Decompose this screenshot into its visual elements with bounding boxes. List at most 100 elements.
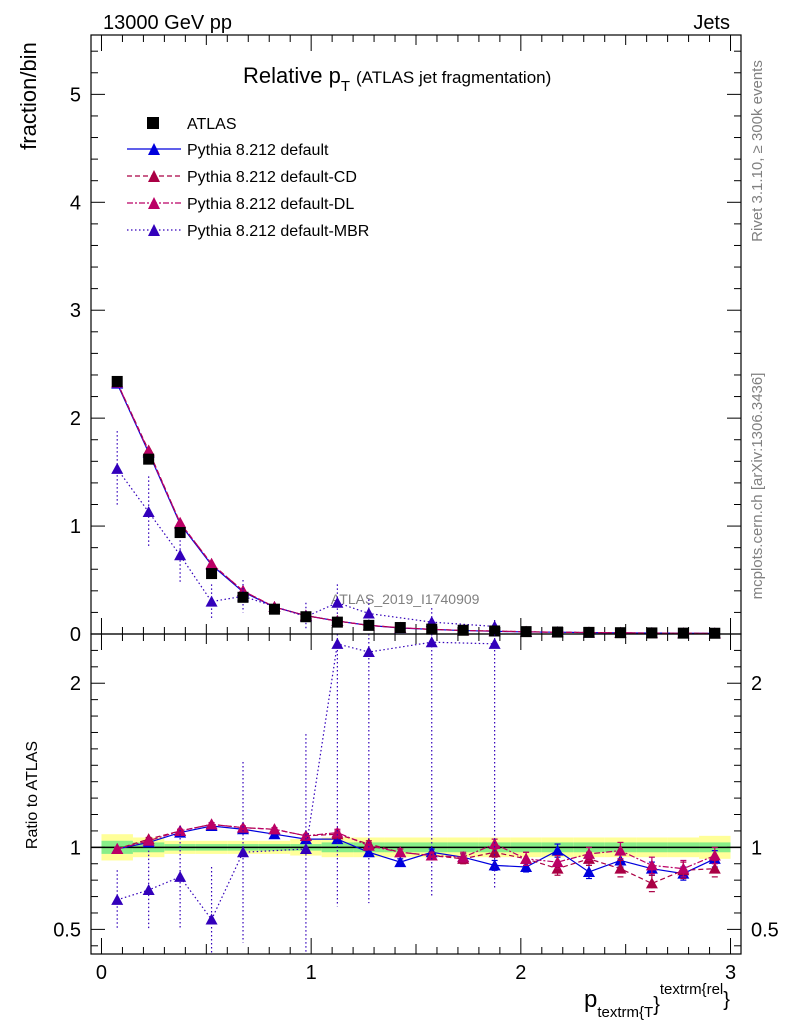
ratio-point-dl [268,823,281,835]
point-atlas [300,611,312,623]
point-dl [174,516,187,528]
ratio-point-mbr [299,842,312,854]
main-series-group [111,375,721,639]
point-atlas [677,627,689,639]
ratio-y-axis: 0.5 0.5 1 1 2 2 [53,649,779,947]
ratio-point-default [551,844,564,856]
ratio-line-cd [117,823,715,885]
point-atlas [206,568,218,580]
ratio-point-dl [614,844,627,856]
point-mbr [174,549,187,561]
plot-title-main: Relative p [243,63,341,88]
plot-title: Relative pT (ATLAS jet fragmentation) [243,63,551,95]
ratio-point-mbr [425,636,438,648]
point-atlas [143,453,155,465]
point-atlas [394,622,406,634]
ratio-line-default [117,825,716,875]
point-mbr [111,462,124,474]
ratio-point-cd [645,877,658,889]
ratio-y-tick-label-right: 2 [751,673,762,695]
main-y-tick-label: 5 [70,84,81,106]
ratio-point-default [394,856,407,868]
ratio-point-dl [551,856,564,868]
header-energy: 13000 GeV pp [103,12,232,34]
x-axis-label: ptextrm{T}textrm{rel} [584,981,730,1021]
ratio-series-mbr [111,634,501,954]
ratio-point-dl [520,852,533,864]
series-atlas [111,375,721,639]
legend-marker-mbr [148,224,160,236]
point-atlas [552,626,564,638]
ratio-point-dl [142,834,155,846]
plot-title-sub: T [341,78,350,95]
ratio-point-dl [457,851,470,863]
ratio-point-dl [677,862,690,874]
ratio-point-default [362,846,375,858]
ratio-x-tick-label: 1 [306,962,317,984]
point-atlas [614,627,626,639]
ratio-point-mbr [331,637,344,649]
ratio-point-mbr [142,884,155,895]
ratio-point-default [520,861,533,873]
ratio-point-default [488,859,501,871]
ratio-point-cd [614,862,627,874]
main-plot-panel: 0 1 2 3 4 5 fraction/bin Relative pT (ATLAS je… [16,34,742,646]
ratio-line-mbr [117,641,495,921]
point-atlas [237,591,249,603]
ratio-point-cd [708,862,721,874]
ratio-y-tick-label: 1 [70,837,81,859]
ratio-point-dl [205,818,218,830]
point-mbr [362,607,375,619]
ratio-point-dl [394,846,407,858]
ratio-x-tick-label: 0 [96,962,107,984]
ratio-y-axis-label: Ratio to ATLAS [24,741,41,849]
ratio-point-mbr [237,846,250,858]
ratio-line-dl [117,823,716,870]
point-atlas [457,624,469,636]
ratio-point-mbr [111,893,124,905]
ratio-point-dl [331,826,344,838]
ratio-y-tick-label: 2 [70,673,81,695]
analysis-watermark: ATLAS_2019_I1740909 [331,591,480,607]
plot-title-rest: (ATLAS jet fragmentation) [356,68,551,87]
ratio-point-default [582,865,595,877]
point-mbr [142,506,155,518]
x-axis-label-brace: } [653,994,660,1016]
point-atlas [520,626,532,638]
ratio-point-dl [708,849,721,861]
legend-label-default: Pythia 8.212 default [187,142,329,159]
x-axis-label-sup: textrm{rel [660,981,723,998]
point-atlas [268,603,280,615]
point-atlas [331,616,343,628]
point-atlas [709,627,721,639]
x-axis-label-sub: textrm{T [597,1004,653,1021]
legend-label-dl: Pythia 8.212 default-DL [187,196,354,213]
ratio-point-dl [582,847,595,859]
ratio-series-group [111,634,721,954]
header-process: Jets [693,12,730,34]
ratio-point-mbr [174,870,187,882]
ratio-x-axis: 0 1 2 3 [96,634,736,984]
main-y-tick-label: 2 [70,408,81,430]
ratio-y-tick-label-right: 1 [751,837,762,859]
point-atlas [583,626,595,638]
point-mbr [205,595,218,607]
ratio-point-dl [488,838,501,850]
point-dl [205,557,218,569]
x-axis-label-close: } [723,989,730,1011]
main-y-tick-label: 3 [70,300,81,322]
ratio-x-tick-label: 2 [515,962,526,984]
legend: ATLAS Pythia 8.212 default Pythia 8.212 … [127,116,369,240]
point-mbr [331,596,344,608]
main-y-tick-label: 4 [70,192,81,214]
ratio-point-cd [488,846,501,858]
ratio-x-tick-label: 3 [725,962,736,984]
main-y-tick-label: 0 [70,624,81,646]
ratio-uncertainty-band [91,834,741,861]
ratio-point-mbr [205,913,218,925]
series-line-mbr [116,468,495,628]
legend-label-cd: Pythia 8.212 default-CD [187,169,357,186]
legend-label-atlas: ATLAS [187,116,237,133]
ratio-point-mbr [488,637,501,649]
